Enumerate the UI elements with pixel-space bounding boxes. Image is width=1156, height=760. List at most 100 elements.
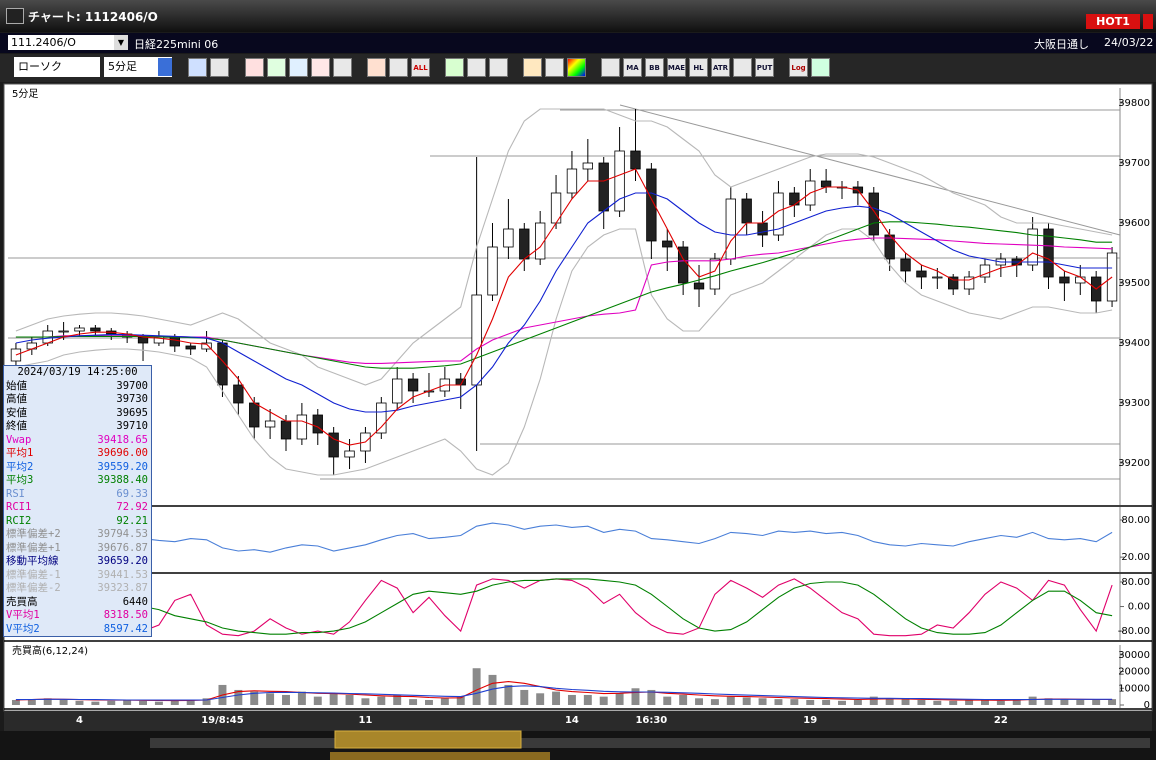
volume-bar <box>933 700 942 705</box>
candle-body <box>90 327 101 332</box>
candle-body <box>1043 228 1054 278</box>
symbol-bar: 111.2406/O ▼ 日経225mini 06 大阪日通し 24/03/22 <box>0 33 1156 53</box>
color-button[interactable] <box>567 58 586 77</box>
volume-bar <box>440 698 449 705</box>
candle-body <box>1027 228 1038 266</box>
volume-bar <box>1060 699 1069 705</box>
date: 24/03/22 <box>1104 36 1154 49</box>
info-row: RCI1 72.92 <box>4 501 151 515</box>
tool-button[interactable] <box>545 58 564 77</box>
ma-button[interactable]: MA <box>623 58 642 77</box>
tool-button[interactable] <box>523 58 542 77</box>
mae-button[interactable]: MAE <box>667 58 686 77</box>
volume-bar <box>170 700 179 705</box>
candle-body <box>535 222 546 260</box>
bb-button[interactable]: BB <box>645 58 664 77</box>
y-tick-label: 20.00 <box>1121 552 1150 563</box>
close-button[interactable] <box>1143 14 1153 29</box>
info-row: 平均1 39696.00 <box>4 447 151 461</box>
info-value: 39441.53 <box>97 568 148 581</box>
candle-body <box>58 330 69 333</box>
volume-bar <box>1076 699 1085 705</box>
zoom-button[interactable] <box>188 58 207 77</box>
candle-body <box>296 414 308 440</box>
info-row: 安値 39695 <box>4 407 151 421</box>
volume-bar <box>329 693 338 705</box>
symbol-dropdown[interactable]: ▼ <box>114 35 128 50</box>
volume-bar <box>599 696 608 705</box>
tool-button[interactable] <box>733 58 752 77</box>
tool-button[interactable] <box>245 58 264 77</box>
info-value: 39794.53 <box>97 528 148 540</box>
info-value: 39730 <box>116 393 148 405</box>
volume-bar <box>695 698 703 705</box>
interval-select[interactable]: 5分足 <box>104 57 172 77</box>
y-tick-label: 10000 <box>1118 683 1150 694</box>
tool-button[interactable] <box>311 58 330 77</box>
candle-body <box>948 276 959 290</box>
tool-button[interactable] <box>210 58 229 77</box>
volume-bar <box>488 674 497 705</box>
info-value: 39323.87 <box>97 582 148 594</box>
y-tick-label: 39700 <box>1118 158 1150 169</box>
volume-bar <box>377 696 386 705</box>
all-button[interactable]: ALL <box>411 58 430 77</box>
volume-bar <box>266 693 275 705</box>
candle-body <box>868 192 879 236</box>
candle-body <box>820 180 832 188</box>
candle-body <box>407 378 419 392</box>
volume-bar <box>710 699 719 705</box>
volume-bar <box>123 699 132 705</box>
candle-body <box>916 270 927 278</box>
tool-button[interactable] <box>601 58 620 77</box>
volume-bar <box>456 696 465 705</box>
scroll-thumb[interactable] <box>334 730 522 749</box>
y-tick-label: 39200 <box>1118 458 1150 469</box>
session: 大阪日通し <box>1034 38 1089 51</box>
indicator-line <box>15 578 1113 635</box>
tool-button[interactable] <box>267 58 286 77</box>
log-button[interactable]: Log <box>789 58 808 77</box>
tool-button[interactable] <box>389 58 408 77</box>
symbol-input[interactable]: 111.2406/O <box>8 35 118 50</box>
volume-bar <box>758 698 767 705</box>
volume-bar <box>250 691 259 705</box>
candle-body <box>566 168 578 194</box>
tool-button[interactable] <box>289 58 308 77</box>
info-row: 売買高 6440 <box>4 596 151 610</box>
info-row: RCI2 92.21 <box>4 515 151 529</box>
info-row: 標準偏差+2 39794.53 <box>4 528 151 542</box>
tool-button[interactable] <box>811 58 830 77</box>
chart-type-select[interactable]: ローソク <box>14 57 100 77</box>
candle-body <box>376 402 387 434</box>
hl-button[interactable]: HL <box>689 58 708 77</box>
info-label: V平均2 <box>6 622 40 635</box>
candle-body <box>344 450 355 458</box>
volume-bar <box>186 699 195 705</box>
hot-badge[interactable]: HOT1 <box>1086 14 1140 29</box>
y-tick-label: 39800 <box>1118 98 1150 109</box>
tool-button[interactable] <box>489 58 508 77</box>
candle-body <box>249 402 260 428</box>
info-label: 標準偏差+1 <box>6 541 61 554</box>
tool-button[interactable] <box>367 58 386 77</box>
info-label: 標準偏差+2 <box>6 528 61 540</box>
volume-bar <box>885 698 894 705</box>
tool-button[interactable] <box>333 58 352 77</box>
info-value: 39695 <box>116 406 148 419</box>
interval-dropdown[interactable] <box>158 58 172 76</box>
y-tick-label: 80.00 <box>1121 577 1150 588</box>
volume-bar <box>75 700 84 705</box>
candle-body <box>789 192 800 206</box>
volume-bar <box>282 694 290 705</box>
volume-bar <box>996 700 1005 705</box>
x-tick-label: 4 <box>76 715 83 726</box>
tool-button[interactable] <box>445 58 464 77</box>
atr-button[interactable]: ATR <box>711 58 730 77</box>
tool-button[interactable] <box>467 58 486 77</box>
candle-body <box>900 258 911 272</box>
indicator-line <box>15 168 1113 446</box>
info-label: 平均3 <box>6 474 34 486</box>
volume-bar <box>615 693 624 705</box>
put-button[interactable]: PUT <box>755 58 774 77</box>
